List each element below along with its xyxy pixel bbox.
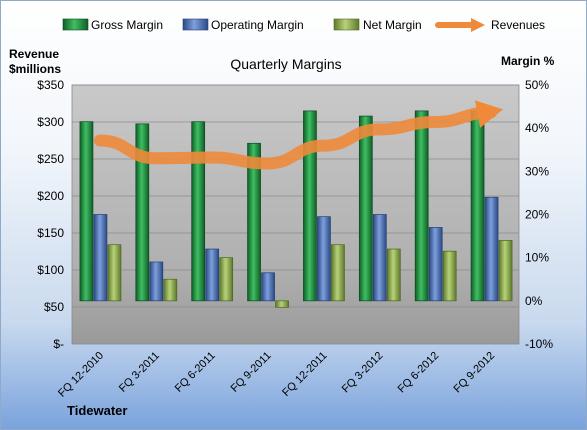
legend-swatch-gross-margin xyxy=(62,18,89,31)
legend-item-gross-margin: Gross Margin xyxy=(62,18,163,32)
x-axis-tick-label: FQ 6-2011 xyxy=(173,350,218,395)
right-axis-tick-label: 30% xyxy=(525,164,549,178)
bar-net-margin xyxy=(442,250,457,302)
right-axis-tick-label: 20% xyxy=(525,208,549,222)
bar-gross-margin xyxy=(470,110,485,302)
bars xyxy=(79,110,513,308)
left-axis-tick-label: $150 xyxy=(37,226,64,240)
bar-gross-margin xyxy=(79,121,94,302)
left-axis-tick-label: $100 xyxy=(37,263,64,277)
legend-label-revenues: Revenues xyxy=(491,18,545,32)
bar-operating-margin xyxy=(484,196,499,302)
bar-gross-margin xyxy=(358,115,373,302)
bar-operating-margin xyxy=(428,227,443,302)
x-axis-tick-label: FQ 12-2011 xyxy=(280,350,329,399)
right-axis-tick-label: 0% xyxy=(525,294,543,308)
legend: Gross Margin Operating Margin Net Margin… xyxy=(62,18,545,32)
revenues-line xyxy=(93,106,498,170)
legend-item-revenues: Revenues xyxy=(435,18,545,32)
right-axis-tick-label: 50% xyxy=(525,78,549,92)
bar-gross-margin xyxy=(303,110,317,302)
bar-operating-margin xyxy=(93,214,108,302)
legend-label-gross-margin: Gross Margin xyxy=(91,18,163,32)
x-axis-tick-label: FQ 9-2011 xyxy=(229,350,274,395)
bar-gross-margin xyxy=(135,123,150,302)
bar-operating-margin xyxy=(205,248,220,302)
bar-net-margin xyxy=(331,244,345,302)
right-axis-ticks: -10% 0% 10% 20% 30% 40% 50% xyxy=(525,78,553,351)
bar-net-margin xyxy=(386,248,401,302)
left-axis-tick-label: $250 xyxy=(37,152,64,166)
revenues-arrowhead xyxy=(474,100,504,128)
bar-operating-margin xyxy=(149,261,164,302)
left-axis-tick-label: $300 xyxy=(37,115,64,129)
right-axis-tick-label: -10% xyxy=(525,337,553,351)
left-axis-title-line2: $millions xyxy=(9,62,61,76)
company-label: Tidewater xyxy=(67,403,127,418)
right-axis-tick-label: 10% xyxy=(525,251,549,265)
right-axis-tick-label: 40% xyxy=(525,121,549,135)
bar-net-margin xyxy=(163,278,178,302)
left-axis-title-line1: Revenue xyxy=(9,47,59,61)
x-axis-tick-label: FQ 9-2012 xyxy=(452,350,498,396)
chart-title: Quarterly Margins xyxy=(230,56,341,72)
legend-swatch-operating-margin xyxy=(182,18,209,31)
left-axis-tick-label: $350 xyxy=(37,78,64,92)
x-axis-tick-label: FQ 3-2012 xyxy=(340,350,386,396)
bar-gross-margin xyxy=(191,121,206,302)
bar-operating-margin xyxy=(317,216,331,302)
left-axis-tick-label: $50 xyxy=(44,300,64,314)
revenue-line xyxy=(93,100,504,170)
x-axis-tick-label: FQ 3-2011 xyxy=(117,350,162,395)
bar-net-margin xyxy=(275,300,289,308)
legend-swatch-net-margin xyxy=(333,18,360,31)
bar-operating-margin xyxy=(372,214,387,302)
left-axis-tick-label: $200 xyxy=(37,189,64,203)
legend-label-operating-margin: Operating Margin xyxy=(211,18,304,32)
x-axis-ticks: FQ 12-2010 FQ 3-2011 FQ 6-2011 FQ 9-2011 FQ … xyxy=(56,350,497,400)
legend-arrowhead-revenues xyxy=(471,18,485,32)
bar-operating-margin xyxy=(261,272,275,302)
left-axis-tick-label: $- xyxy=(53,337,64,351)
bar-net-margin xyxy=(498,240,513,302)
legend-item-net-margin: Net Margin xyxy=(333,18,422,32)
bar-net-margin xyxy=(107,244,122,302)
legend-item-operating-margin: Operating Margin xyxy=(182,18,304,32)
legend-label-net-margin: Net Margin xyxy=(363,18,422,32)
bar-gross-margin xyxy=(414,110,429,302)
right-axis-title: Margin % xyxy=(501,54,555,68)
x-axis-tick-label: FQ 12-2010 xyxy=(56,350,106,400)
x-axis-tick-label: FQ 6-2012 xyxy=(396,350,442,396)
bar-gross-margin xyxy=(247,142,261,302)
bar-net-margin xyxy=(219,257,234,302)
left-axis-ticks: $- $50 $100 $150 $200 $250 $300 $350 xyxy=(37,78,64,351)
